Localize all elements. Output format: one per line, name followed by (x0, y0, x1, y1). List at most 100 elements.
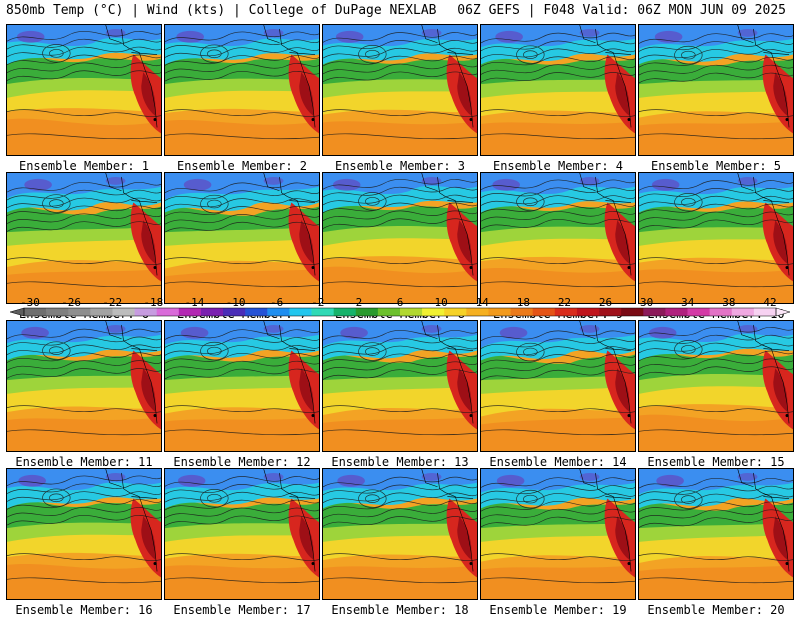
colorbar-min-arrow (9, 307, 25, 317)
colorbar-tick-label: -22 (102, 297, 122, 309)
ensemble-panel-17 (164, 468, 320, 600)
temperature-map (639, 25, 793, 155)
temperature-map (7, 25, 161, 155)
colorbar-tick-label: 30 (640, 297, 653, 309)
chart-title-left: 850mb Temp (°C) | Wind (kts) | College o… (6, 3, 437, 18)
colorbar-segment (223, 308, 246, 316)
colorbar-segment (687, 308, 710, 316)
ensemble-panel-20 (638, 468, 794, 600)
temperature-map (639, 469, 793, 599)
colorbar-segment (643, 308, 666, 316)
ensemble-panel-6 (6, 172, 162, 304)
colorbar-segment (156, 308, 180, 316)
temperature-map (7, 321, 161, 451)
colorbar-segment (554, 308, 578, 316)
temperature-map (165, 25, 319, 155)
panel-label: Ensemble Member: 3 (334, 159, 466, 173)
colorbar-tick-label: 14 (476, 297, 490, 309)
ensemble-panel-8 (322, 172, 478, 304)
colorbar-outline (23, 307, 777, 317)
colorbar-tick-label: 18 (517, 297, 530, 309)
colorbar-tick-label: 34 (681, 297, 695, 309)
ensemble-panel-15 (638, 320, 794, 452)
temperature-map (7, 469, 161, 599)
temperature-map (323, 321, 477, 451)
colorbar-segment (532, 308, 556, 316)
colorbar-tick-label: -2 (311, 297, 324, 309)
colorbar-segment (200, 308, 224, 316)
colorbar-tick-label: 26 (599, 297, 612, 309)
colorbar-segment (333, 308, 357, 316)
colorbar-segment (576, 308, 600, 316)
temperature-map (323, 25, 477, 155)
ensemble-panel-1 (6, 24, 162, 156)
colorbar-segment (621, 308, 644, 316)
temperature-map (639, 173, 793, 303)
colorbar-segment (134, 308, 158, 316)
colorbar-segment (488, 308, 511, 316)
temperature-map (639, 321, 793, 451)
colorbar-segment (753, 308, 777, 316)
temperature-map (481, 173, 635, 303)
temperature-map (481, 25, 635, 155)
colorbar-segment (665, 308, 688, 316)
panel-label: Ensemble Member: 14 (489, 455, 627, 469)
colorbar-segment (709, 308, 733, 316)
colorbar-svg: -30 -26 -22 -18 -14 -10 -6 -2 2 6 10 14 18 22 26 30 34 38… (9, 297, 791, 317)
colorbar-segment (444, 308, 467, 316)
panel-label: Ensemble Member: 18 (331, 603, 469, 617)
ensemble-panel-10 (638, 172, 794, 304)
colorbar-tick-label: -10 (226, 297, 246, 309)
temperature-map (7, 173, 161, 303)
ensemble-panel-18 (322, 468, 478, 600)
colorbar-segment (599, 308, 622, 316)
ensemble-panel-19 (480, 468, 636, 600)
colorbar-segment (355, 308, 379, 316)
colorbar-segment (245, 308, 268, 316)
colorbar-tick-label: 22 (558, 297, 571, 309)
colorbar-segment (267, 308, 290, 316)
panel-label: Ensemble Member: 20 (647, 603, 785, 617)
colorbar-tick-label: 38 (722, 297, 735, 309)
ensemble-panel-12 (164, 320, 320, 452)
colorbar-segment (466, 308, 489, 316)
colorbar-tick-label: 10 (434, 297, 447, 309)
colorbar-segment (400, 308, 423, 316)
ensemble-panel-13 (322, 320, 478, 452)
colorbar-tick-label: -18 (143, 297, 163, 309)
colorbar-max-arrow (775, 307, 791, 317)
ensemble-panel-7 (164, 172, 320, 304)
panel-label: Ensemble Member: 4 (492, 159, 624, 173)
colorbar-segment (24, 308, 47, 316)
chart-title-right: 06Z GEFS | F048 Valid: 06Z MON JUN 09 20… (457, 3, 786, 18)
temperature-map (165, 321, 319, 451)
colorbar-segment (68, 308, 91, 316)
colorbar-segment (46, 308, 69, 316)
colorbar-tick-label: -14 (185, 297, 205, 309)
colorbar-tick-label: -26 (61, 297, 81, 309)
ensemble-panel-3 (322, 24, 478, 156)
panel-label: Ensemble Member: 5 (650, 159, 782, 173)
ensemble-panel-5 (638, 24, 794, 156)
colorbar-segment (289, 308, 312, 316)
colorbar-segment (311, 308, 334, 316)
colorbar-segment (90, 308, 113, 316)
colorbar-tick-label: 42 (763, 297, 776, 309)
colorbar-segment (377, 308, 401, 316)
ensemble-panel-9 (480, 172, 636, 304)
temperature-map (165, 173, 319, 303)
colorbar-tick-label: 2 (356, 297, 363, 309)
temperature-map (165, 469, 319, 599)
ensemble-panel-4 (480, 24, 636, 156)
colorbar-tick-label: -6 (270, 297, 283, 309)
colorbar-segment (112, 308, 135, 316)
panel-label: Ensemble Member: 19 (489, 603, 627, 617)
colorbar-segment (178, 308, 202, 316)
panel-label: Ensemble Member: 1 (18, 159, 150, 173)
panel-label: Ensemble Member: 12 (173, 455, 311, 469)
panel-label: Ensemble Member: 2 (176, 159, 308, 173)
panel-label: Ensemble Member: 15 (647, 455, 785, 469)
colorbar-tick-label: -30 (20, 297, 40, 309)
ensemble-panel-2 (164, 24, 320, 156)
colorbar-segment (731, 308, 755, 316)
